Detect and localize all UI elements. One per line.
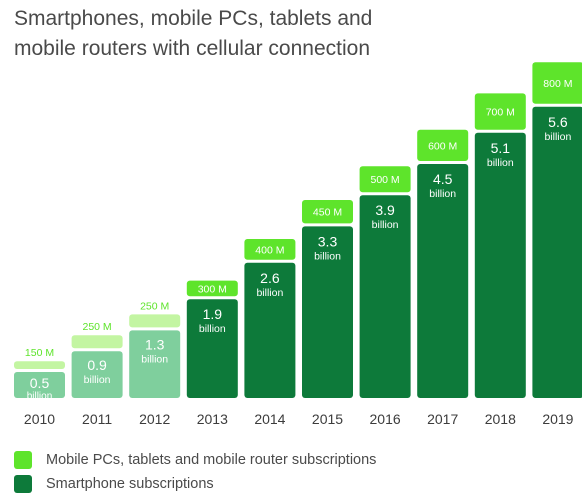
- label-smartphone-unit-2015: billion: [314, 250, 341, 262]
- label-smartphone-unit-2016: billion: [372, 219, 399, 231]
- label-smartphone-unit-2017: billion: [429, 188, 456, 200]
- label-smartphone-unit-2012: billion: [141, 353, 168, 365]
- bar-mobile-pc-2019: [532, 62, 582, 104]
- label-smartphone-unit-2014: billion: [256, 287, 283, 299]
- label-mobile-pc-2016: 500 M: [371, 174, 400, 186]
- bar-smartphone-2017: [417, 164, 469, 398]
- label-mobile-pc-2010: 150 M: [25, 347, 54, 359]
- label-smartphone-value-2013: 1.9: [203, 306, 223, 322]
- bar-smartphone-2015: [302, 226, 353, 398]
- bar-smartphone-2018: [474, 132, 526, 399]
- bar-smartphone-2019: [532, 106, 582, 398]
- legend-item-smartphone: Smartphone subscriptions: [14, 472, 376, 496]
- label-mobile-pc-2014: 400 M: [255, 244, 284, 256]
- chart-title-line-2: mobile routers with cellular connection: [14, 37, 371, 60]
- legend-swatch-smartphone: [14, 475, 32, 493]
- label-mobile-pc-2015: 450 M: [313, 207, 342, 219]
- chart-legend: Mobile PCs, tablets and mobile router su…: [14, 448, 376, 496]
- x-tick-label-2013: 2013: [197, 411, 228, 427]
- label-smartphone-value-2011: 0.9: [87, 357, 107, 373]
- label-mobile-pc-2011: 250 M: [83, 321, 112, 333]
- label-mobile-pc-2017: 600 M: [428, 140, 457, 152]
- bar-mobile-pc-2012: [129, 314, 181, 328]
- label-smartphone-value-2018: 5.1: [491, 140, 511, 156]
- bar-smartphone-2013: [186, 299, 238, 398]
- label-smartphone-value-2019: 5.6: [548, 114, 568, 130]
- label-smartphone-unit-2019: billion: [544, 131, 571, 143]
- x-tick-label-2016: 2016: [370, 411, 401, 427]
- label-smartphone-unit-2013: billion: [199, 323, 226, 335]
- label-smartphone-unit-2011: billion: [84, 374, 111, 386]
- chart-title: Smartphones, mobile PCs, tablets and mob…: [14, 4, 574, 64]
- x-tick-label-2011: 2011: [82, 411, 112, 427]
- label-smartphone-value-2015: 3.3: [318, 233, 338, 249]
- label-smartphone-value-2012: 1.3: [145, 336, 165, 352]
- label-smartphone-unit-2010: billion: [27, 391, 53, 402]
- bar-mobile-pc-2016: [359, 166, 411, 193]
- bar-mobile-pc-2018: [474, 93, 526, 130]
- x-tick-label-2015: 2015: [312, 411, 343, 427]
- x-tick-label-2019: 2019: [542, 411, 573, 427]
- label-smartphone-value-2014: 2.6: [260, 270, 280, 286]
- label-smartphone-value-2010: 0.5: [30, 375, 50, 391]
- bar-mobile-pc-2011: [71, 335, 123, 349]
- label-smartphone-unit-2018: billion: [487, 157, 514, 169]
- label-mobile-pc-2019: 800 M: [543, 78, 572, 90]
- legend-label-smartphone: Smartphone subscriptions: [46, 476, 214, 492]
- x-tick-label-2017: 2017: [427, 411, 458, 427]
- chart-title-line-1: Smartphones, mobile PCs, tablets and: [14, 7, 373, 30]
- bar-smartphone-2011: [71, 351, 123, 398]
- x-tick-label-2010: 2010: [24, 411, 55, 427]
- bar-mobile-pc-2015: [302, 200, 353, 224]
- label-mobile-pc-2012: 250 M: [140, 300, 169, 312]
- label-mobile-pc-2013: 300 M: [198, 283, 227, 295]
- bar-smartphone-2014: [244, 262, 296, 398]
- legend-label-mobile-pc: Mobile PCs, tablets and mobile router su…: [46, 452, 377, 468]
- bar-smartphone-2016: [359, 195, 411, 398]
- bar-mobile-pc-2013: [186, 280, 238, 297]
- bar-mobile-pc-2017: [417, 129, 469, 161]
- bar-mobile-pc-2014: [244, 239, 296, 260]
- bar-smartphone-2010: [14, 372, 65, 398]
- bar-mobile-pc-2010: [14, 361, 65, 369]
- x-tick-label-2018: 2018: [485, 411, 516, 427]
- bar-smartphone-2012: [129, 330, 181, 398]
- label-smartphone-value-2017: 4.5: [433, 171, 453, 187]
- label-smartphone-value-2016: 3.9: [375, 202, 395, 218]
- legend-item-mobile-pc: Mobile PCs, tablets and mobile router su…: [14, 448, 376, 472]
- legend-swatch-mobile-pc: [14, 451, 32, 469]
- label-mobile-pc-2018: 700 M: [486, 107, 515, 119]
- x-tick-label-2014: 2014: [254, 411, 285, 427]
- x-tick-label-2012: 2012: [139, 411, 170, 427]
